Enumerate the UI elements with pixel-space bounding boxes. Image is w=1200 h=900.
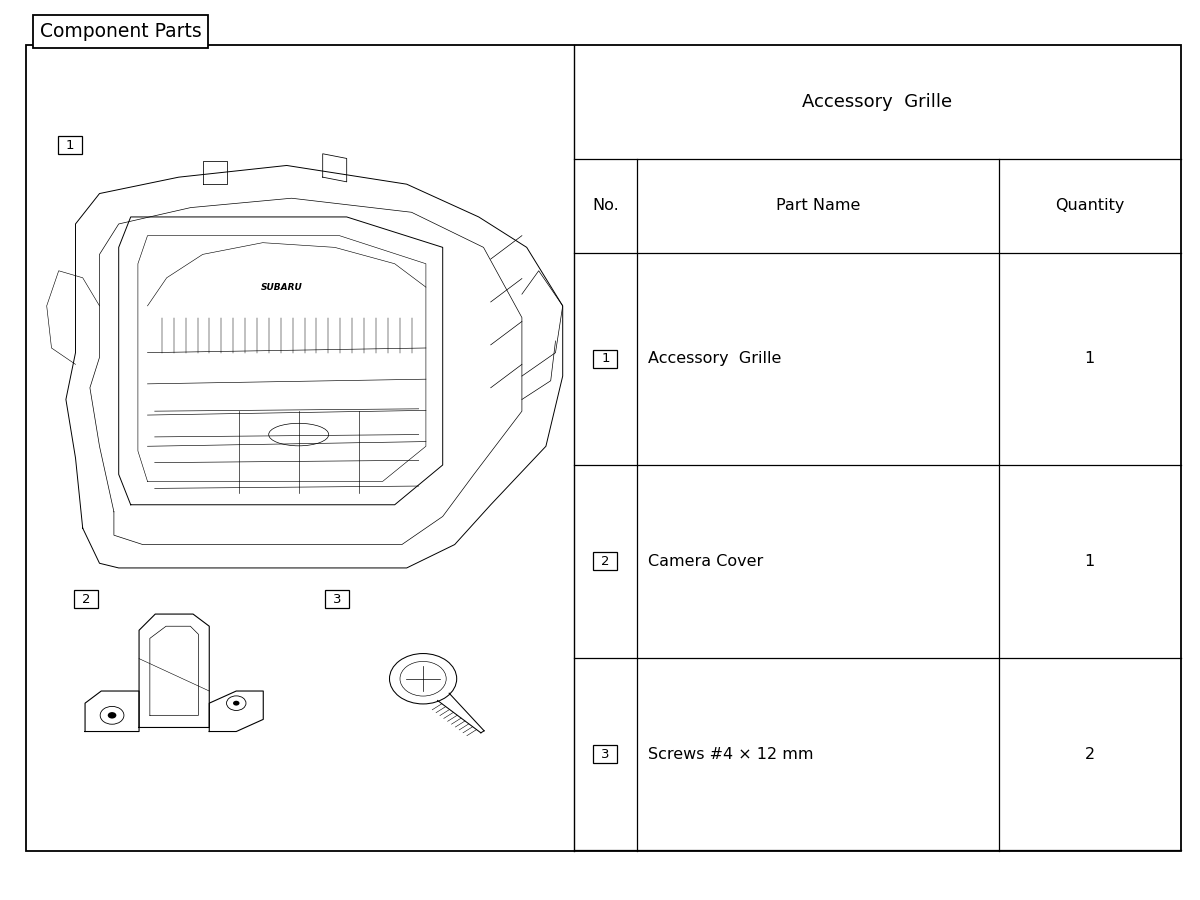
Text: Camera Cover: Camera Cover [648, 554, 763, 569]
Text: 2: 2 [82, 592, 90, 606]
Text: Quantity: Quantity [1055, 198, 1124, 213]
Text: 2: 2 [601, 555, 610, 568]
Text: 1: 1 [66, 139, 74, 151]
Text: 3: 3 [601, 748, 610, 760]
Text: Accessory  Grille: Accessory Grille [802, 93, 953, 111]
Circle shape [108, 712, 116, 718]
Bar [594, 553, 618, 571]
Bar [325, 590, 349, 608]
Bar [58, 136, 82, 154]
Text: SUBARU: SUBARU [262, 283, 302, 292]
Text: Screws #4 × 12 mm: Screws #4 × 12 mm [648, 747, 814, 761]
Text: 3: 3 [334, 592, 342, 606]
Circle shape [233, 701, 240, 706]
Text: 1: 1 [601, 352, 610, 365]
Text: 1: 1 [1085, 351, 1094, 366]
Bar [594, 745, 618, 763]
Text: Component Parts: Component Parts [40, 22, 202, 41]
Text: No.: No. [592, 198, 619, 213]
Text: 1: 1 [1085, 554, 1094, 569]
Bar [26, 45, 1181, 850]
Bar [594, 350, 618, 368]
Text: Accessory  Grille: Accessory Grille [648, 351, 781, 366]
Bar [74, 590, 98, 608]
Text: 2: 2 [1085, 747, 1094, 761]
Text: Part Name: Part Name [776, 198, 860, 213]
